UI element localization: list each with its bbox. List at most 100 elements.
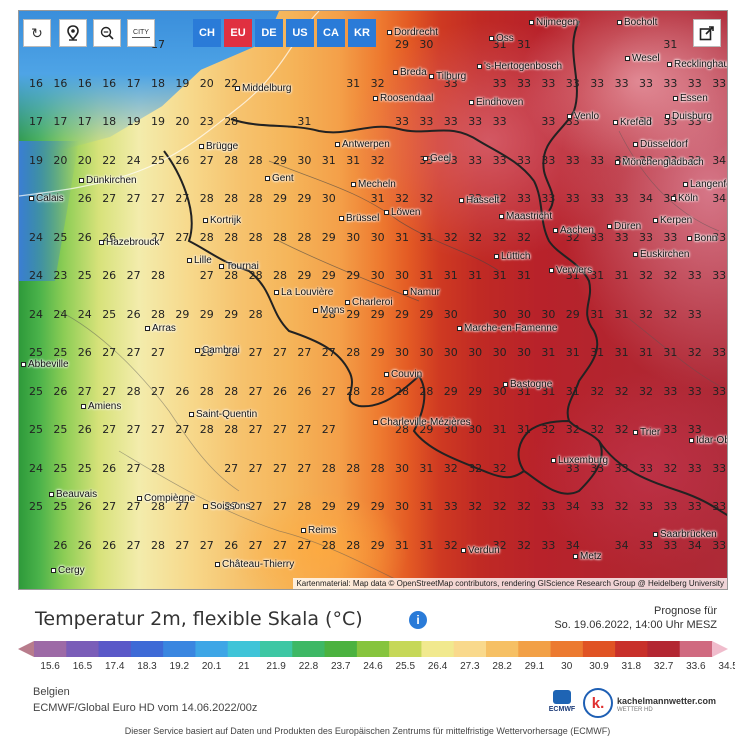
- city-label: Compiègne: [137, 493, 195, 504]
- temperature-value: 28: [126, 384, 141, 398]
- city-name: Wesel: [632, 53, 660, 64]
- scale-tick-label: 16.5: [72, 661, 93, 672]
- locate-button[interactable]: [59, 19, 87, 47]
- city-label: Langenfeld: [683, 179, 727, 190]
- temperature-value: 29: [297, 269, 312, 282]
- city-name: Löwen: [391, 207, 421, 218]
- city-marker-icon: [553, 227, 558, 233]
- zoom-out-button[interactable]: [93, 19, 121, 47]
- temperature-value: 27: [297, 461, 312, 475]
- region-button-us[interactable]: US: [286, 19, 314, 47]
- temperature-value: 29: [273, 192, 287, 205]
- scale-tick-label: 22.8: [298, 661, 319, 672]
- temperature-value: 28: [224, 153, 239, 167]
- ecmwf-logo[interactable]: ECMWF: [545, 690, 579, 720]
- temperature-value: 33: [687, 269, 702, 282]
- temperature-value: 27: [273, 423, 287, 436]
- share-button[interactable]: [693, 19, 721, 47]
- temperature-value: 33: [639, 500, 653, 513]
- temperature-value: 31: [663, 38, 678, 51]
- temperature-value: 31: [419, 538, 434, 552]
- region-button-ca[interactable]: CA: [317, 19, 345, 47]
- temperature-value: 31: [468, 269, 483, 282]
- kachelmannwetter-logo-mark: k.: [583, 688, 613, 718]
- temperature-value: 27: [273, 538, 287, 552]
- city-marker-icon: [203, 503, 208, 509]
- city-label: Nijmegen: [529, 17, 578, 28]
- city-name: Charleroi: [352, 297, 393, 308]
- city-name: Düsseldorf: [640, 139, 688, 150]
- temperature-value: 31: [346, 153, 361, 167]
- city-name: Geel: [430, 153, 452, 164]
- temperature-value: 33: [712, 76, 727, 90]
- temperature-value: 32: [468, 192, 483, 205]
- region-button-ch[interactable]: CH: [193, 19, 221, 47]
- temperature-value: 27: [297, 538, 312, 552]
- temperature-value: 31: [565, 346, 580, 359]
- temperature-value: 31: [346, 76, 361, 90]
- temperature-value: 28: [224, 384, 239, 398]
- temperature-value: 33: [517, 76, 531, 90]
- region-button-eu[interactable]: EU: [224, 19, 252, 47]
- reload-button[interactable]: ↻: [23, 19, 51, 47]
- temperature-value: 28: [321, 307, 336, 321]
- temperature-value: 26: [77, 346, 92, 359]
- info-icon[interactable]: i: [409, 611, 427, 629]
- temperature-value: 33: [541, 538, 556, 552]
- temperature-value: 32: [565, 423, 580, 436]
- kachelmannwetter-logo[interactable]: k. kachelmannwetter.com WETTER HD: [583, 688, 723, 720]
- border-de-fr: [598, 440, 727, 517]
- map-attribution[interactable]: Kartenmaterial: Map data © OpenStreetMap…: [293, 578, 727, 589]
- city-name: Köln: [678, 193, 699, 204]
- temperature-value: 33: [687, 423, 702, 436]
- temperature-value: 31: [370, 192, 385, 205]
- city-name: Eindhoven: [476, 97, 524, 108]
- temperature-value: 28: [370, 461, 385, 475]
- city-name: 's-Hertogenbosch: [484, 61, 563, 72]
- temperature-value: 31: [517, 384, 531, 398]
- city-name: Hazebrouck: [106, 237, 160, 248]
- temperature-value: 33: [541, 76, 556, 90]
- city-label: Verdun: [461, 545, 500, 556]
- temperature-value: 31: [419, 461, 434, 475]
- temperature-value: 27: [297, 346, 312, 359]
- city-name: Charleville-Mézières: [380, 417, 471, 428]
- city-label: Amiens: [81, 401, 121, 412]
- temperature-value: 28: [346, 346, 361, 359]
- city-toggle-button[interactable]: CITY: [127, 19, 155, 47]
- city-label: Essen: [673, 93, 708, 104]
- temperature-value: 23: [199, 115, 214, 128]
- city-name: Breda: [400, 67, 427, 78]
- temperature-value: 33: [565, 76, 580, 90]
- temperature-value: 32: [614, 384, 629, 398]
- temperature-map[interactable]: 17 29 30 31 31 31 16 16 16 16 17 18 19 20 22 31 32 33 33 33…: [18, 10, 728, 590]
- temperature-value: 33: [492, 76, 507, 90]
- temperature-value: 26: [102, 269, 117, 282]
- temperature-value: 31: [590, 307, 605, 321]
- city-name: Düren: [614, 221, 642, 232]
- temperature-value: 31: [565, 269, 580, 282]
- temperature-value: 28: [224, 115, 239, 128]
- temperature-value: 27: [126, 538, 141, 552]
- city-name: Brüssel: [346, 213, 380, 224]
- temperature-value: 32: [492, 230, 507, 244]
- temperature-value: 27: [175, 192, 190, 205]
- temperature-value: 26: [53, 538, 68, 552]
- temperature-value: 32: [517, 500, 531, 513]
- temperature-value: 32: [419, 192, 434, 205]
- city-labels: Dordrecht Oss Nijmegen Bocholt Wesel Reckling…: [19, 11, 727, 589]
- region-button-kr[interactable]: KR: [348, 19, 376, 47]
- temperature-value: 16: [77, 76, 92, 90]
- color-scale-labels: 15.6 16.5 17.4 18.3 19.2 20.1 21 21.9 22.8 23.7 24…: [18, 661, 735, 675]
- temperature-value: 20: [199, 76, 214, 90]
- city-name: Château-Thierry: [222, 559, 295, 570]
- temperature-value: 26: [102, 538, 117, 552]
- temperature-value: 25: [53, 346, 68, 359]
- temperature-value: 29: [419, 423, 434, 436]
- region-button-de[interactable]: DE: [255, 19, 283, 47]
- temperature-value: 32: [663, 307, 678, 321]
- city-marker-icon: [477, 63, 482, 69]
- temperature-value: 28: [151, 500, 165, 513]
- temperature-value: 33: [639, 153, 653, 167]
- temperature-value: 16: [53, 76, 68, 90]
